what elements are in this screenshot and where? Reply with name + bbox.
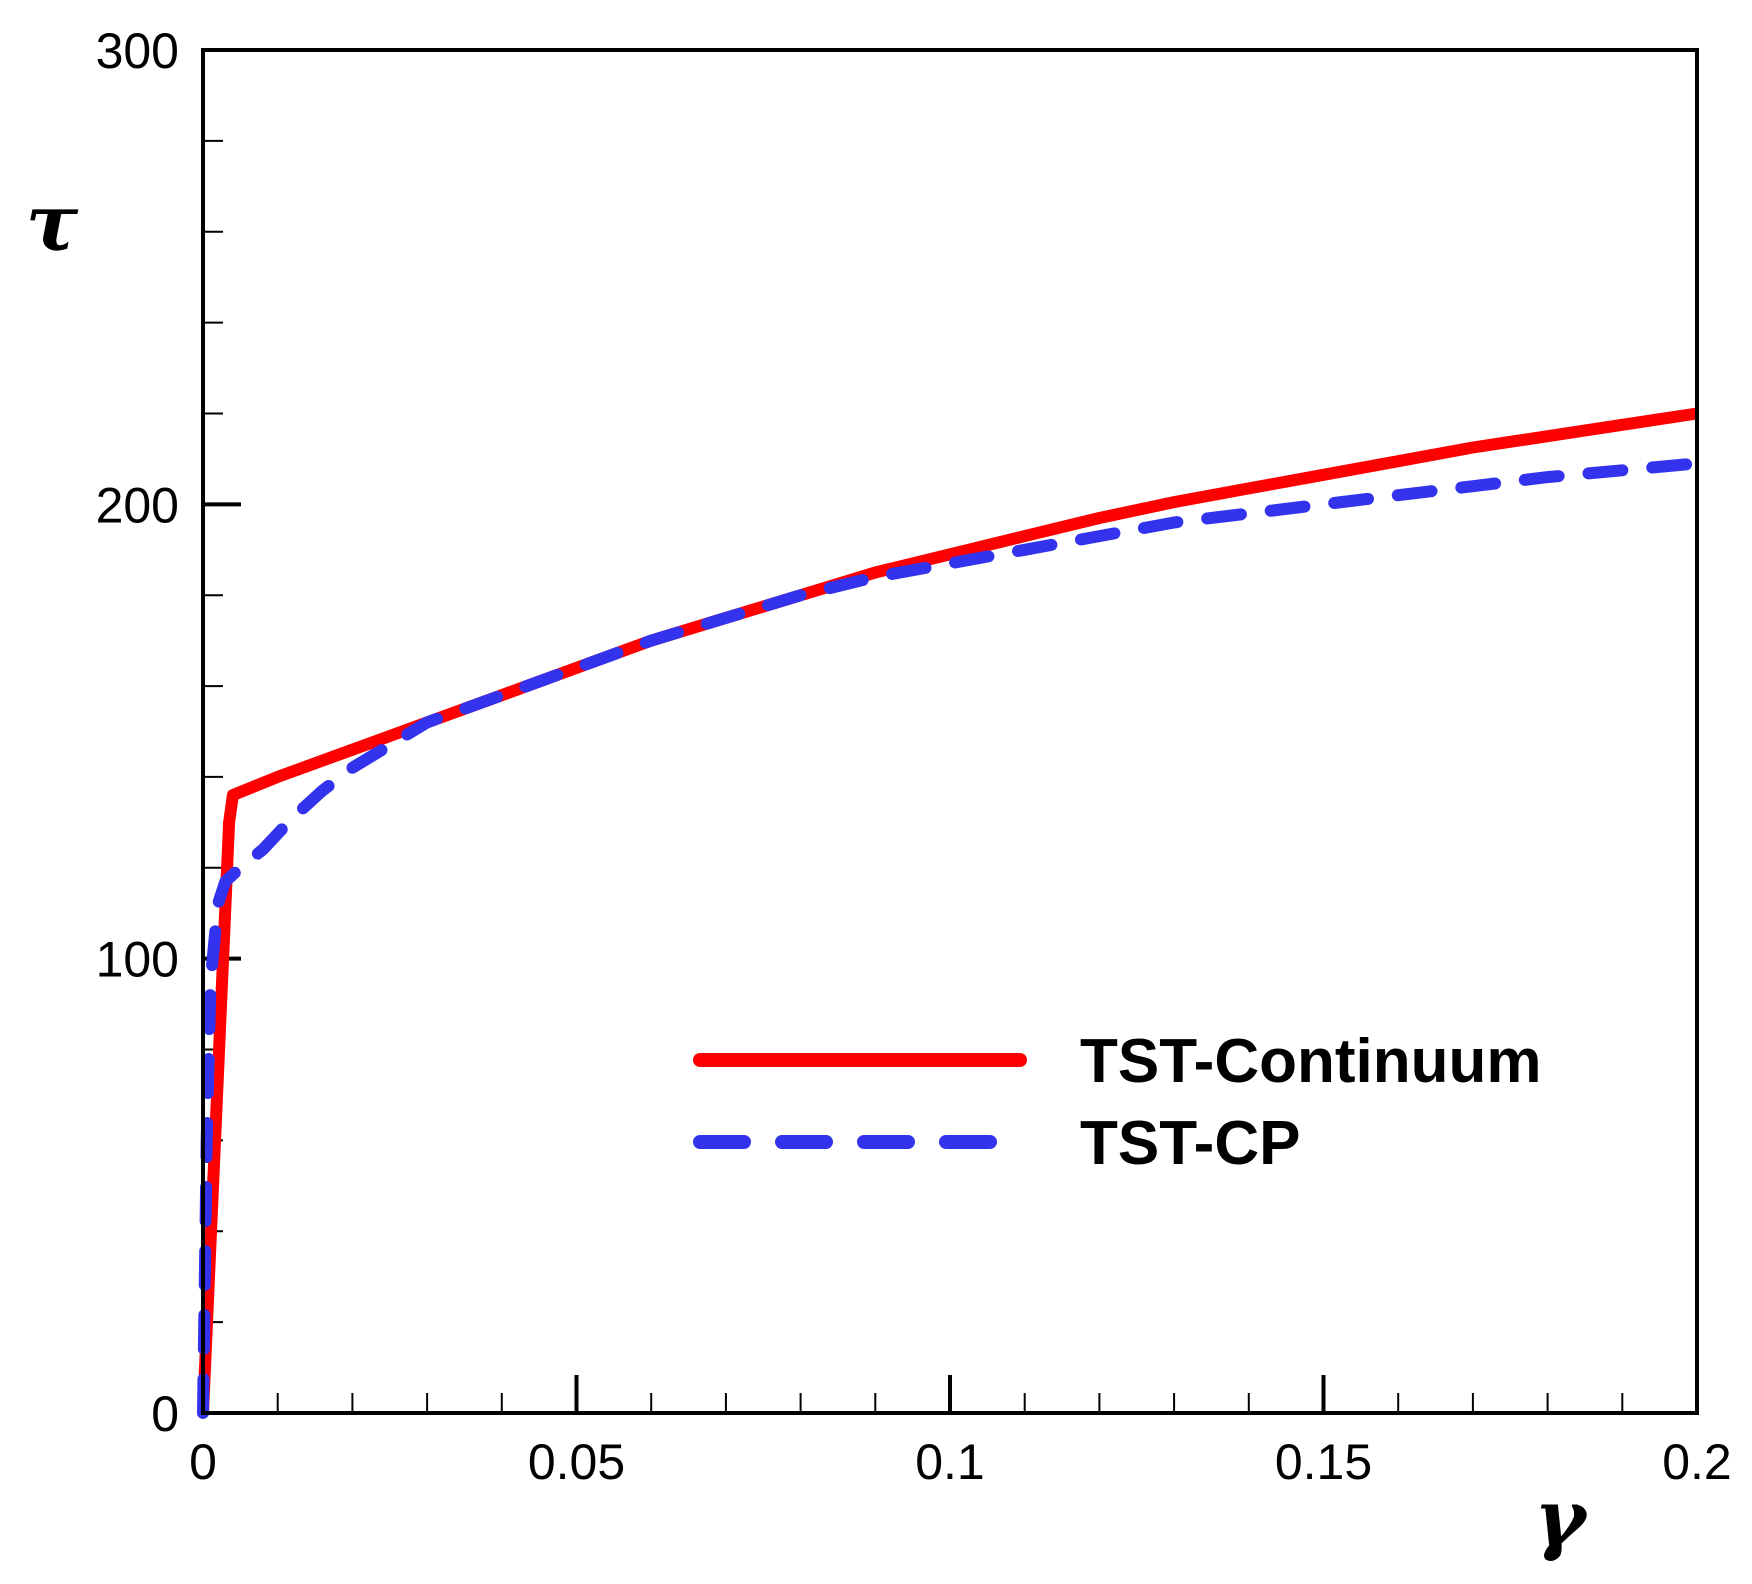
x-tick-label: 0.05 <box>528 1434 625 1490</box>
x-tick-label: 0.1 <box>915 1434 985 1490</box>
y-tick-label: 300 <box>96 23 179 79</box>
series-line-tst-cp <box>197 457 1703 1419</box>
x-tick-label: 0.2 <box>1662 1434 1732 1490</box>
x-tick-label: 0.15 <box>1275 1434 1372 1490</box>
legend-label-tst-cp: TST-CP <box>1080 1109 1300 1178</box>
x-axis-title: γ <box>1534 1473 1589 1564</box>
legend-label-tst-continuum: TST-Continuum <box>1080 1027 1541 1096</box>
y-tick-label: 0 <box>151 1386 179 1442</box>
series-layer <box>197 407 1703 1419</box>
tick-labels: 0 0.05 0.1 0.15 0.2 0 100 200 300 <box>96 23 1732 1490</box>
series-line-tst-continuum <box>197 407 1698 1414</box>
plot-frame <box>201 48 1699 1415</box>
y-axis-title: τ <box>26 178 79 269</box>
y-tick-label: 100 <box>96 932 179 988</box>
legend: TST-Continuum TST-CP <box>693 1027 1541 1178</box>
y-tick-label: 200 <box>96 477 179 533</box>
x-tick-label: 0 <box>189 1434 217 1490</box>
